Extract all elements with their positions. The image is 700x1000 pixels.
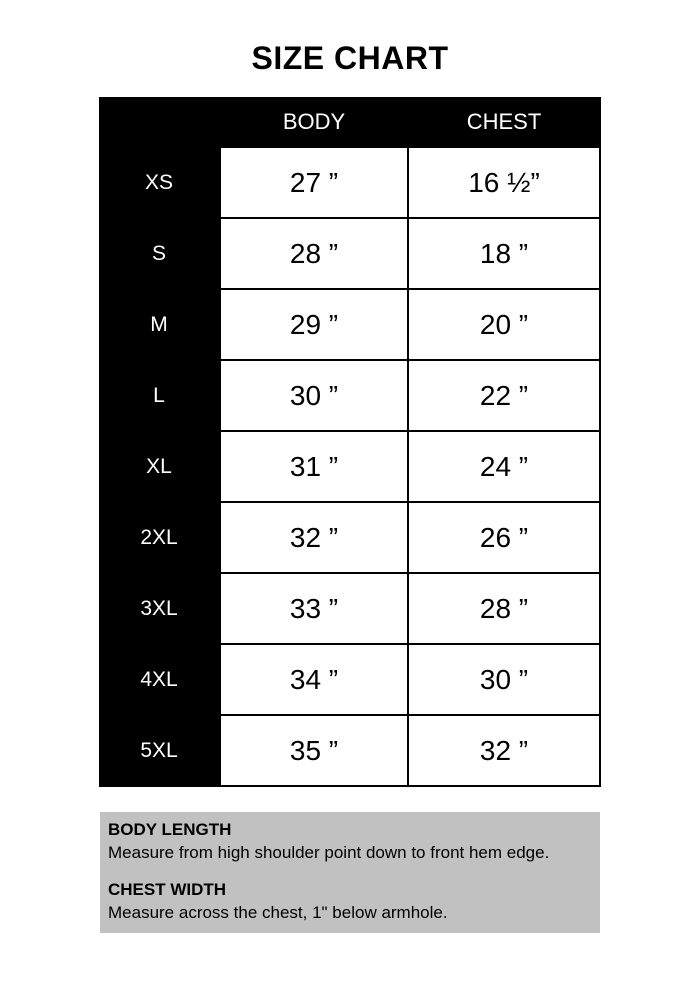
chest-value: 24 ” <box>407 430 601 503</box>
body-value: 35 ” <box>219 714 409 787</box>
size-label: 5XL <box>99 715 220 786</box>
column-header-body: BODY <box>220 97 408 147</box>
table-row: 5XL 35 ” 32 ” <box>99 714 601 787</box>
chest-value: 26 ” <box>407 501 601 574</box>
body-value: 34 ” <box>219 643 409 716</box>
chest-value: 28 ” <box>407 572 601 645</box>
body-value: 32 ” <box>219 501 409 574</box>
corner-cell <box>99 97 220 147</box>
chest-value: 22 ” <box>407 359 601 432</box>
chest-value: 16 ½” <box>407 146 601 219</box>
body-value: 28 ” <box>219 217 409 290</box>
chest-width-heading: CHEST WIDTH <box>108 880 227 899</box>
table-row: 2XL 32 ” 26 ” <box>99 501 601 574</box>
chest-value: 32 ” <box>407 714 601 787</box>
table-row: M 29 ” 20 ” <box>99 288 601 361</box>
table-row: 4XL 34 ” 30 ” <box>99 643 601 716</box>
body-value: 30 ” <box>219 359 409 432</box>
measurement-notes: BODY LENGTH Measure from high shoulder p… <box>100 812 600 933</box>
body-value: 27 ” <box>219 146 409 219</box>
chest-width-text: Measure across the chest, 1" below armho… <box>108 903 448 922</box>
table-row: 3XL 33 ” 28 ” <box>99 572 601 645</box>
body-value: 31 ” <box>219 430 409 503</box>
size-label: L <box>99 360 220 431</box>
size-label: M <box>99 289 220 360</box>
body-length-heading: BODY LENGTH <box>108 820 232 839</box>
size-label: 3XL <box>99 573 220 644</box>
table-row: XL 31 ” 24 ” <box>99 430 601 503</box>
body-length-text: Measure from high shoulder point down to… <box>108 843 550 862</box>
chest-value: 30 ” <box>407 643 601 716</box>
body-value: 29 ” <box>219 288 409 361</box>
table-row: S 28 ” 18 ” <box>99 217 601 290</box>
size-label: XL <box>99 431 220 502</box>
chest-value: 20 ” <box>407 288 601 361</box>
size-chart-table: BODY CHEST XS 27 ” 16 ½” S 28 ” 18 ” M 2… <box>99 97 601 787</box>
body-value: 33 ” <box>219 572 409 645</box>
column-header-chest: CHEST <box>408 97 600 147</box>
chest-value: 18 ” <box>407 217 601 290</box>
size-label: 4XL <box>99 644 220 715</box>
size-label: S <box>99 218 220 289</box>
table-row: L 30 ” 22 ” <box>99 359 601 432</box>
page-title: SIZE CHART <box>251 40 449 76</box>
table-row: XS 27 ” 16 ½” <box>99 146 601 219</box>
size-label: 2XL <box>99 502 220 573</box>
table-header-row: BODY CHEST <box>99 97 600 147</box>
size-label: XS <box>99 147 220 218</box>
